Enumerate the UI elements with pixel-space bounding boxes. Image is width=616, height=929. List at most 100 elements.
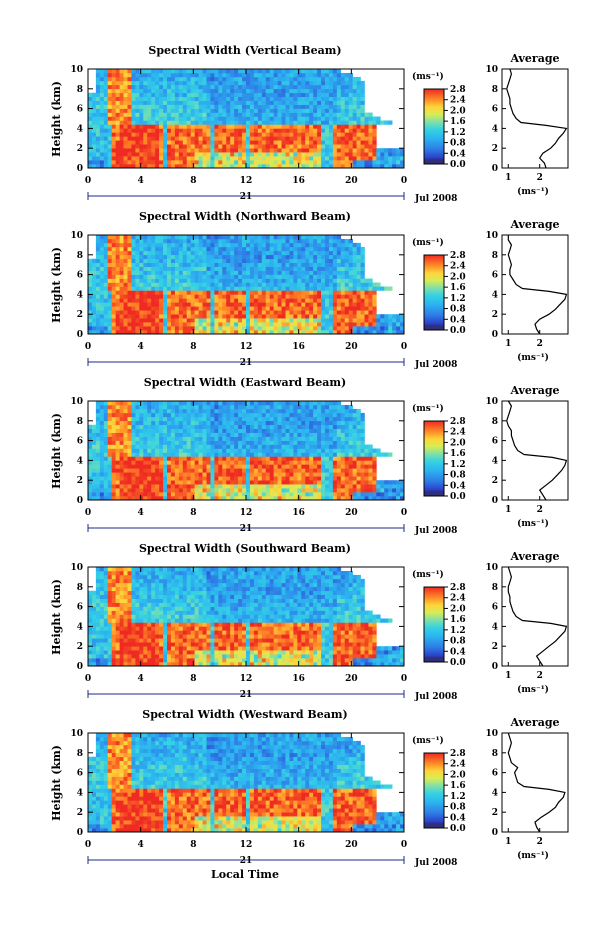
heatmap-cell <box>273 116 278 121</box>
heatmap-cell <box>328 326 334 331</box>
heatmap-cell <box>336 326 342 331</box>
heatmap-cell <box>174 152 180 157</box>
heatmap-cell <box>210 448 215 453</box>
heatmap-cell <box>182 270 188 275</box>
heatmap-cell <box>99 156 105 161</box>
heatmap-cell <box>214 72 219 78</box>
heatmap-cell <box>119 80 124 86</box>
heatmap-cell <box>115 242 120 248</box>
heatmap-cell <box>289 140 294 145</box>
heatmap-cell <box>293 108 298 113</box>
heatmap-cell <box>226 444 231 449</box>
heatmap-cell <box>115 132 120 137</box>
heatmap-cell <box>143 420 148 426</box>
heatmap-cell <box>119 84 124 90</box>
heatmap-cell <box>190 488 195 493</box>
heatmap-cell <box>206 282 211 287</box>
heatmap-cell <box>360 250 365 256</box>
heatmap-cell <box>265 318 270 323</box>
heatmap-cell <box>297 128 302 133</box>
heatmap-cell <box>230 112 235 117</box>
heatmap-cell <box>230 298 235 303</box>
heatmap-cell <box>253 120 259 125</box>
heatmap-cell <box>210 496 215 501</box>
heatmap-cell <box>127 274 132 279</box>
heatmap-cell <box>202 144 207 149</box>
heatmap-cell <box>210 476 215 481</box>
heatmap-cell <box>155 428 160 433</box>
heatmap-cell <box>344 326 349 331</box>
heatmap-cell <box>226 258 231 264</box>
heatmap-cell <box>253 84 259 90</box>
heatmap-cell <box>190 124 195 129</box>
heatmap-cell <box>206 456 211 461</box>
heatmap-cell <box>99 274 105 279</box>
heatmap-cell <box>344 164 349 169</box>
heatmap-cell <box>174 460 180 465</box>
heatmap-cell <box>95 286 101 291</box>
heatmap-cell <box>119 420 124 426</box>
heatmap-cell <box>174 436 180 441</box>
heatmap-cell <box>246 76 251 82</box>
heatmap-cell <box>309 100 314 105</box>
heatmap-cell <box>182 108 188 113</box>
heatmap-cell <box>340 128 346 133</box>
heatmap-cell <box>194 262 199 267</box>
heatmap-cell <box>139 270 144 275</box>
heatmap-cell <box>139 436 144 441</box>
heatmap-cell <box>356 136 361 141</box>
heatmap-cell <box>119 404 124 410</box>
heatmap-cell <box>155 294 160 299</box>
heatmap-cell <box>111 302 116 307</box>
heatmap-cell <box>253 246 259 252</box>
heatmap-cell <box>198 460 203 465</box>
heatmap-cell <box>364 314 369 319</box>
heatmap-cell <box>186 250 191 256</box>
heatmap-cell <box>210 464 215 469</box>
heatmap-cell <box>88 480 93 485</box>
heatmap-cell <box>234 480 239 485</box>
heatmap-cell <box>174 84 180 90</box>
heatmap-cell <box>206 250 211 256</box>
heatmap-cell <box>103 124 109 129</box>
profile-line <box>506 68 568 169</box>
heatmap-cell <box>285 310 290 315</box>
heatmap-cell <box>170 322 176 327</box>
heatmap-cell <box>253 326 259 331</box>
heatmap-cell <box>151 136 156 141</box>
heatmap-cell <box>325 322 330 327</box>
heatmap-cell <box>115 112 120 117</box>
heatmap-cell <box>257 468 263 473</box>
heatmap-cell <box>222 480 227 485</box>
heatmap-cell <box>364 156 369 161</box>
heatmap-cell <box>127 100 132 105</box>
heatmap-cell <box>348 108 353 113</box>
heatmap-cell <box>253 448 259 453</box>
heatmap-cell <box>167 322 172 327</box>
heatmap-cell <box>297 72 302 78</box>
heatmap-cell <box>238 235 243 240</box>
heatmap-cell <box>163 456 168 461</box>
heatmap-cell <box>155 322 160 327</box>
heatmap-cell <box>155 116 160 121</box>
heatmap-cell <box>190 476 195 481</box>
heatmap-cell <box>238 124 243 129</box>
heatmap-cell <box>325 290 330 295</box>
heatmap-cell <box>174 492 180 497</box>
heatmap-cell <box>190 164 195 169</box>
heatmap-cell <box>214 156 219 161</box>
heatmap-cell <box>88 128 93 133</box>
panel-title: Spectral Width (Northward Beam) <box>139 210 351 223</box>
heatmap-cell <box>226 116 231 121</box>
heatmap-cell <box>218 270 223 275</box>
heatmap-cell <box>143 96 148 101</box>
heatmap-cell <box>174 286 180 291</box>
heatmap-cell <box>348 250 353 256</box>
heatmap-cell <box>159 401 164 406</box>
heatmap-cell <box>352 258 357 264</box>
heatmap-cell <box>163 472 168 477</box>
heatmap-cell <box>123 412 128 418</box>
heatmap-cell <box>143 480 148 485</box>
heatmap-cell <box>305 250 310 256</box>
heatmap-cell <box>174 452 180 457</box>
